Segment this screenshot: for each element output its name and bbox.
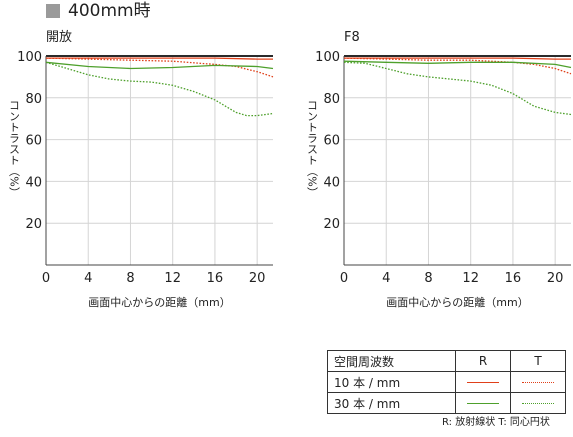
legend-row-30: 30 本 / mm — [327, 392, 566, 414]
series-line-30-R — [343, 60, 572, 69]
y-tick-label: 40 — [323, 175, 340, 190]
y-axis-label: コントラスト（%） — [8, 99, 21, 197]
chart-title-f8: F8 — [344, 30, 360, 45]
x-tick-label: 4 — [382, 271, 390, 286]
y-tick-label: 60 — [323, 134, 340, 149]
y-tick-label: 20 — [25, 217, 42, 232]
legend-note: R: 放射線状 T: 同心円状 — [442, 417, 550, 428]
y-axis-label: コントラスト（%） — [306, 99, 319, 197]
x-tick-label: 0 — [340, 271, 348, 286]
page-title: 400mm時 — [68, 1, 151, 21]
legend-swatch-10-r — [455, 371, 511, 393]
legend-col-t: T — [510, 350, 566, 372]
x-tick-label: 4 — [84, 271, 92, 286]
legend-swatch-30-t — [510, 392, 566, 414]
series-line-30-T — [45, 61, 274, 117]
x-tick-label: 0 — [42, 271, 50, 286]
legend-table: 空間周波数 R T 10 本 / mm 30 本 / mm — [327, 350, 566, 414]
y-tick-label: 60 — [25, 134, 42, 149]
legend-swatch-10-t — [510, 371, 566, 393]
series-line-10-T — [343, 57, 572, 75]
y-tick-label: 20 — [323, 217, 340, 232]
x-tick-label: 20 — [249, 271, 266, 286]
x-axis-label: 画面中心からの距離（mm） — [88, 295, 230, 309]
x-tick-label: 8 — [126, 271, 134, 286]
x-tick-label: 16 — [207, 271, 224, 286]
header-square-icon — [46, 4, 60, 18]
x-tick-label: 12 — [164, 271, 181, 286]
chart-title-open: 開放 — [46, 30, 73, 45]
legend-col-r: R — [455, 350, 511, 372]
legend-row-label: 10 本 / mm — [327, 371, 456, 393]
series-line-30-T — [343, 61, 572, 116]
x-tick-label: 8 — [424, 271, 432, 286]
series-line-10-R — [46, 57, 273, 60]
series-line-30-R — [45, 61, 274, 70]
x-tick-label: 16 — [505, 271, 522, 286]
series-line-10-T — [45, 57, 274, 78]
x-tick-label: 20 — [547, 271, 564, 286]
y-tick-label: 40 — [25, 175, 42, 190]
legend-swatch-30-r — [455, 392, 511, 414]
series-line-10-R — [344, 57, 571, 60]
legend-row-10: 10 本 / mm — [327, 371, 566, 393]
legend-header: 空間周波数 — [327, 350, 456, 372]
legend-row-label: 30 本 / mm — [327, 392, 456, 414]
y-tick-label: 100 — [17, 50, 42, 65]
y-tick-label: 80 — [323, 92, 340, 107]
y-tick-label: 80 — [25, 92, 42, 107]
x-axis-label: 画面中心からの距離（mm） — [386, 295, 528, 309]
x-tick-label: 12 — [462, 271, 479, 286]
y-tick-label: 100 — [315, 50, 340, 65]
